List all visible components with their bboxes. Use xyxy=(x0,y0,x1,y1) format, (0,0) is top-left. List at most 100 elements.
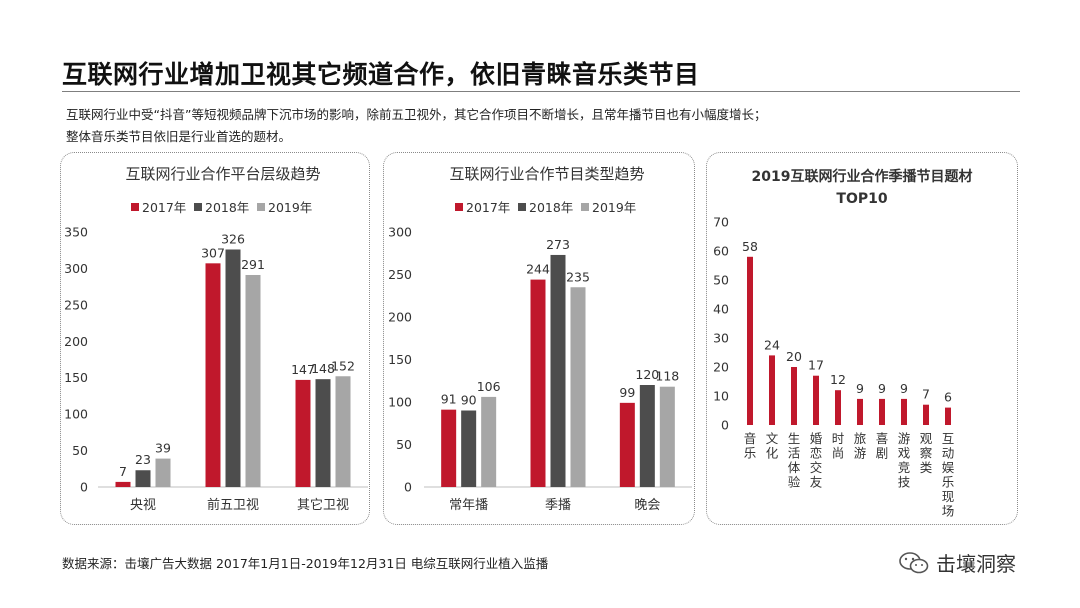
category-label: 时尚 xyxy=(832,431,845,461)
y-tick-label: 300 xyxy=(64,261,88,276)
title-divider xyxy=(62,91,1020,92)
bar xyxy=(857,398,863,425)
panel-program-type: 互联网行业合作节目类型趋势 2017年 2018年 2019年 0 50 100 150 200… xyxy=(383,152,695,525)
bar xyxy=(659,386,675,487)
y-tick-label: 350 xyxy=(64,225,88,240)
bar xyxy=(769,355,775,425)
bar xyxy=(335,376,351,487)
category-label: 其它卫视 xyxy=(297,497,349,513)
bar xyxy=(461,410,477,487)
bar xyxy=(155,458,171,487)
legend-swatch xyxy=(518,203,526,211)
bar xyxy=(813,375,819,425)
data-label: 118 xyxy=(655,369,679,384)
bar xyxy=(315,379,331,487)
category-label: 常年播 xyxy=(449,498,488,513)
bar xyxy=(295,379,311,487)
panel-season-topics: 2019互联网行业合作季播节目题材 TOP10 0 10 20 30 40 50 60 70 58 音… xyxy=(706,152,1018,525)
legend-label: 2017年 xyxy=(466,200,510,215)
data-label: 307 xyxy=(201,245,225,260)
legend-swatch xyxy=(131,203,139,211)
summary-line-2: 整体音乐类节目依旧是行业首选的题材。 xyxy=(66,129,292,144)
category-label: 互动娱乐现场 xyxy=(942,431,955,519)
y-tick-label: 200 xyxy=(388,310,412,325)
data-label: 24 xyxy=(764,337,780,352)
data-label: 152 xyxy=(331,358,355,373)
category-label: 央视 xyxy=(130,498,156,513)
chart-title: 互联网行业合作平台层级趋势 xyxy=(125,165,320,183)
program-type-chart: 互联网行业合作节目类型趋势 2017年 2018年 2019年 0 50 100 150 200… xyxy=(388,165,692,513)
y-tick-label: 250 xyxy=(388,267,412,282)
data-label: 273 xyxy=(546,237,570,252)
data-label: 291 xyxy=(241,257,265,272)
brand-name: 击壤洞察 xyxy=(936,552,1016,576)
y-tick-label: 250 xyxy=(64,297,88,312)
y-tick-label: 50 xyxy=(713,273,729,288)
y-tick-label: 150 xyxy=(64,370,88,385)
data-label: 39 xyxy=(155,441,171,456)
bar xyxy=(115,481,131,487)
legend-label: 2019年 xyxy=(592,200,636,215)
bar xyxy=(879,398,885,425)
season-topics-chart: 2019互联网行业合作季播节目题材 TOP10 0 10 20 30 40 50 60 70 58 音… xyxy=(713,168,972,519)
legend-swatch xyxy=(581,203,589,211)
category-label: 前五卫视 xyxy=(207,497,259,513)
y-tick-label: 300 xyxy=(388,225,412,240)
data-label: 9 xyxy=(900,381,908,396)
platform-level-chart: 互联网行业合作平台层级趋势 2017年 2018年 2019年 0 50 100 150 200… xyxy=(64,165,368,513)
y-tick-label: 50 xyxy=(396,437,412,452)
bar xyxy=(791,367,797,425)
data-label: 148 xyxy=(311,361,335,376)
y-tick-label: 20 xyxy=(713,360,729,375)
data-label: 58 xyxy=(742,239,758,254)
data-label: 99 xyxy=(619,385,635,400)
bar xyxy=(530,279,546,487)
category-label: 喜剧 xyxy=(876,431,889,461)
legend-label: 2018年 xyxy=(205,200,249,215)
category-label: 游戏竞技 xyxy=(898,431,911,490)
bar xyxy=(135,470,151,487)
y-tick-label: 10 xyxy=(713,389,729,404)
data-label: 91 xyxy=(441,392,457,407)
y-tick-label: 70 xyxy=(713,215,729,230)
data-label: 9 xyxy=(878,381,886,396)
y-tick-label: 0 xyxy=(404,480,412,495)
data-label: 23 xyxy=(135,452,151,467)
y-tick-label: 40 xyxy=(713,302,729,317)
y-tick-label: 60 xyxy=(713,244,729,259)
data-label: 147 xyxy=(291,362,315,377)
summary-text: 互联网行业中受“抖音”等短视频品牌下沉市场的影响，除前五卫视外，其它合作项目不断… xyxy=(66,104,1006,148)
y-tick-label: 100 xyxy=(388,395,412,410)
bar xyxy=(619,402,635,487)
bar xyxy=(747,256,753,425)
data-label: 7 xyxy=(922,387,930,402)
panel-platform-level: 互联网行业合作平台层级趋势 2017年 2018年 2019年 0 50 100 150 200… xyxy=(60,152,370,525)
y-tick-label: 100 xyxy=(64,407,88,422)
data-label: 244 xyxy=(526,262,550,277)
page-title: 互联网行业增加卫视其它频道合作，依旧青睐音乐类节目 xyxy=(62,60,700,89)
wechat-icon xyxy=(899,551,929,573)
bar xyxy=(945,407,951,425)
bar xyxy=(639,385,655,487)
category-label: 季播 xyxy=(545,498,571,513)
data-label: 106 xyxy=(477,379,501,394)
data-label: 6 xyxy=(944,390,952,405)
data-label: 90 xyxy=(461,393,477,408)
y-tick-label: 30 xyxy=(713,331,729,346)
category-label: 婚恋交友 xyxy=(810,431,823,490)
y-tick-label: 150 xyxy=(388,352,412,367)
data-label: 17 xyxy=(808,358,824,373)
y-tick-label: 0 xyxy=(721,418,729,433)
summary-line-1: 互联网行业中受“抖音”等短视频品牌下沉市场的影响，除前五卫视外，其它合作项目不断… xyxy=(66,107,767,122)
data-label: 12 xyxy=(830,372,846,387)
chart-title-line-2: TOP10 xyxy=(836,191,887,207)
data-label: 120 xyxy=(635,367,659,382)
data-label: 326 xyxy=(221,231,245,246)
data-label: 7 xyxy=(119,464,127,479)
y-tick-label: 200 xyxy=(64,334,88,349)
chart-title: 互联网行业合作节目类型趋势 xyxy=(449,165,644,183)
legend-label: 2017年 xyxy=(142,200,186,215)
bar xyxy=(550,254,566,487)
category-label: 旅游 xyxy=(854,431,867,461)
category-label: 晚会 xyxy=(634,498,660,513)
